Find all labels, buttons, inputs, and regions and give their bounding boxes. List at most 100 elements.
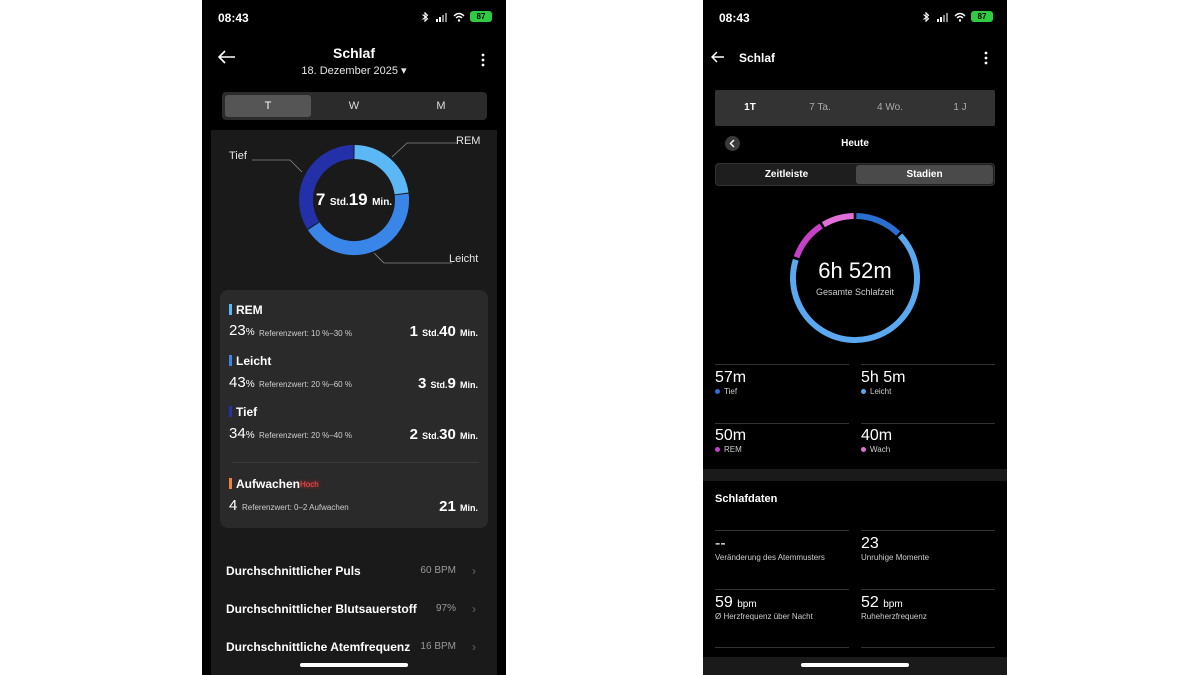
signal-icon: [937, 12, 948, 22]
signal-icon: [436, 12, 447, 22]
period-tabs: T W M: [222, 92, 487, 120]
home-indicator[interactable]: [801, 663, 909, 667]
status-time: 08:43: [719, 11, 750, 25]
tab-timeline[interactable]: Zeitleiste: [764, 169, 809, 180]
stage-stat-rem: 50m REM: [715, 427, 746, 454]
divider: [861, 364, 995, 365]
data-value: 52 bpm: [861, 594, 903, 611]
stat-dot: [861, 447, 866, 452]
day-label: Heute: [841, 138, 869, 149]
stat-label: Tief: [724, 387, 738, 396]
stage-color-bar: [229, 304, 232, 315]
status-bar: 08:43 87: [703, 0, 1007, 36]
tief-leader-line: [252, 159, 303, 173]
sleep-data-resting-hr[interactable]: 52 bpm Ruheherzfrequenz: [861, 594, 927, 621]
stage-stat-wach: 40m Wach: [861, 427, 892, 454]
data-label: Ø Herzfrequenz über Nacht: [715, 612, 813, 621]
stage-name: Tief: [236, 405, 258, 419]
stage-reference: Referenzwert: 20 %–60 %: [259, 380, 352, 389]
previous-day-icon[interactable]: [725, 136, 740, 151]
sleep-data-breathing[interactable]: -- Veränderung des Atemmusters: [715, 535, 825, 562]
back-arrow-icon[interactable]: [218, 50, 236, 64]
stat-value: 57m: [715, 369, 747, 386]
home-indicator[interactable]: [300, 663, 408, 667]
sleep-ring-chart: [790, 213, 920, 343]
data-value: 23: [861, 535, 879, 552]
tab-month[interactable]: M: [436, 100, 446, 112]
metric-label: Durchschnittlicher Puls: [226, 564, 361, 578]
sleep-app-screen-left: 08:43 87 Schlaf 18. Dezember 2025 ▾ T W …: [202, 0, 506, 675]
rem-leader-line: [391, 142, 458, 158]
stat-value: 50m: [715, 427, 747, 444]
divider: [715, 589, 849, 590]
battery-icon: 87: [971, 11, 993, 22]
tab-7-days[interactable]: 7 Ta.: [809, 102, 831, 113]
bluetooth-icon: [422, 11, 429, 22]
data-value: 59 bpm: [715, 594, 757, 611]
stage-name: Leicht: [236, 354, 272, 368]
donut-segment-tief: [299, 145, 354, 229]
total-sleep-time: 6h 52m: [818, 258, 892, 283]
leicht-leader-line: [373, 252, 452, 264]
awake-name: Aufwachen: [236, 477, 301, 491]
divider: [715, 530, 849, 531]
ring-segment-tief: [856, 213, 901, 236]
data-value: --: [715, 535, 726, 552]
sleep-stage-donut: [252, 142, 458, 264]
stage-duration: 1 Std.40 Min.: [409, 323, 478, 340]
stage-color-bar: [229, 406, 232, 417]
stage-percent: 43%: [229, 374, 255, 391]
tab-day[interactable]: T: [225, 95, 311, 117]
ring-segment-wach: [821, 213, 854, 228]
metric-row-oxygen[interactable]: Durchschnittlicher Blutsauerstoff 97% ›: [226, 602, 476, 618]
tab-stages[interactable]: Stadien: [856, 165, 993, 184]
sleep-data-heart-rate[interactable]: 59 bpm Ø Herzfrequenz über Nacht: [715, 594, 813, 621]
tab-1-year[interactable]: 1 J: [953, 102, 967, 113]
donut-segments: [299, 145, 409, 255]
stat-label: Leicht: [870, 387, 892, 396]
divider: [715, 647, 849, 648]
stat-dot: [861, 389, 866, 394]
metric-row-pulse[interactable]: Durchschnittlicher Puls 60 BPM ›: [226, 564, 476, 580]
ring-segment-rem: [793, 223, 823, 259]
stat-dot: [715, 447, 720, 452]
status-icons: 87: [419, 11, 492, 22]
tab-1-day[interactable]: 1T: [744, 102, 756, 113]
total-sleep-label: Gesamte Schlafzeit: [815, 287, 895, 297]
awake-duration: 21 Min.: [439, 498, 478, 515]
stage-duration: 2 Std.30 Min.: [409, 426, 478, 443]
stage-stat-leicht: 5h 5m Leicht: [861, 369, 905, 396]
view-toggle: Zeitleiste Stadien: [715, 163, 995, 186]
metric-value: 60 BPM: [420, 565, 456, 576]
section-separator: [703, 469, 1007, 481]
more-options-icon[interactable]: [983, 51, 989, 65]
sleep-data-restless[interactable]: 23 Unruhige Momente: [861, 535, 929, 562]
page-title: Schlaf: [332, 45, 375, 61]
tab-4-weeks[interactable]: 4 Wo.: [877, 102, 903, 113]
awake-color-bar: [229, 478, 232, 489]
chevron-right-icon: ›: [472, 640, 476, 654]
data-label: Ruheherzfrequenz: [861, 612, 927, 621]
donut-label-tief: Tief: [229, 150, 247, 162]
metric-label: Durchschnittlicher Blutsauerstoff: [226, 602, 417, 616]
divider: [861, 589, 995, 590]
total-hours: 7: [315, 190, 326, 209]
back-arrow-icon[interactable]: [711, 51, 725, 63]
metric-row-respiration[interactable]: Durchschnittliche Atemfrequenz 16 BPM ›: [226, 640, 476, 656]
stage-duration: 3 Std.9 Min.: [417, 375, 478, 392]
date-selector[interactable]: 18. Dezember 2025 ▾: [301, 65, 407, 77]
awake-reference: Referenzwert: 0–2 Aufwachen: [242, 503, 349, 512]
stage-percent: 23%: [229, 322, 255, 339]
ring-segments: [790, 213, 920, 343]
more-options-icon[interactable]: [480, 53, 486, 67]
divider: [861, 423, 995, 424]
status-bar: 08:43 87: [202, 0, 506, 36]
battery-icon: 87: [470, 11, 492, 22]
donut-segment-rem: [354, 145, 409, 195]
donut-segment-leicht: [307, 193, 409, 255]
stage-reference: Referenzwert: 20 %–40 %: [259, 431, 352, 440]
tab-week[interactable]: W: [348, 100, 360, 112]
awake-status-badge: Hoch: [300, 480, 319, 489]
donut-center-total: 7 Std.19 Min.: [202, 190, 506, 210]
donut-label-rem: REM: [456, 135, 481, 147]
